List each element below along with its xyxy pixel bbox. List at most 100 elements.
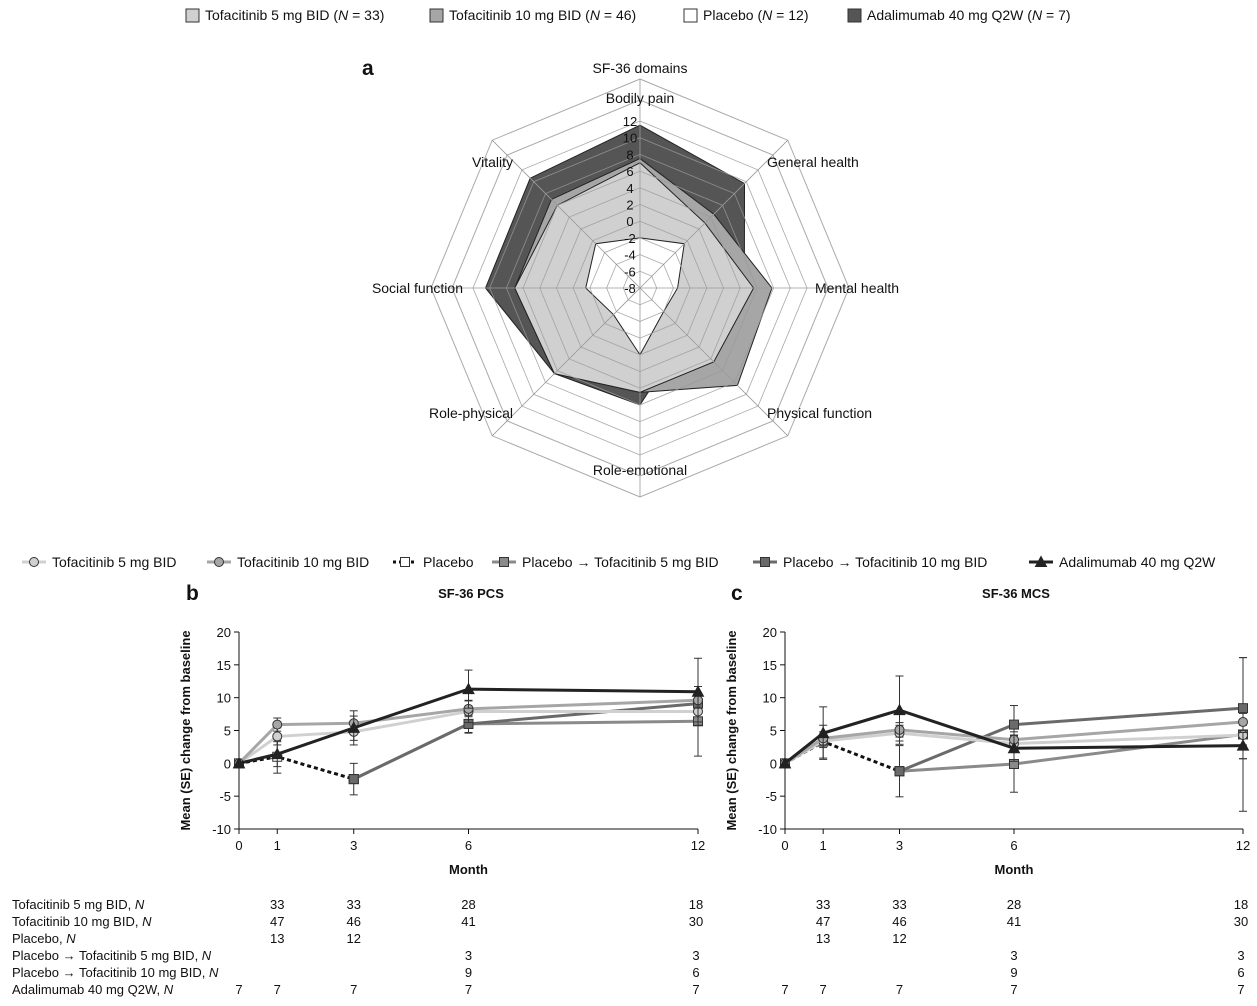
n-table-row-label-text: Tofacitinib 5 mg BID,: [12, 897, 135, 912]
legend-marker-pbo_tofa5: [499, 557, 509, 567]
panel-label-c: c: [731, 582, 743, 605]
legend-n-letter: N: [762, 7, 773, 23]
y-tick-label: 15: [763, 658, 777, 673]
data-point-pbo_tofa10: [894, 766, 905, 777]
n-table-value: 33: [816, 897, 830, 912]
radar-axis-label: General health: [767, 154, 859, 170]
panel-label-b: b: [186, 582, 199, 605]
y-tick-label: 5: [224, 724, 231, 739]
n-table-value: 33: [892, 897, 906, 912]
x-tick-label: 12: [691, 838, 705, 853]
n-table-value: 7: [274, 982, 281, 997]
legend-paren-close: ): [1066, 7, 1071, 23]
x-tick-label: 6: [1010, 838, 1017, 853]
legend-eq: =: [1042, 7, 1058, 23]
n-table-value: 7: [781, 982, 788, 997]
n-table-value: 7: [820, 982, 827, 997]
n-table-value: 33: [347, 897, 361, 912]
legend-paren-open: (: [1023, 7, 1032, 23]
n-table-row-label-text: Adalimumab 40 mg Q2W,: [12, 982, 164, 997]
chart-title-b: SF-36 PCS: [438, 586, 504, 601]
data-point-tofa10: [1238, 716, 1248, 727]
n-table-row-label-text: Placebo → Tofacitinib 10 mg BID,: [12, 965, 209, 980]
legend-swatch-ada: [847, 8, 862, 23]
n-table-value: 7: [692, 982, 699, 997]
data-point-pbo_tofa10: [1238, 703, 1248, 714]
n-table-row-label: Placebo → Tofacitinib 10 mg BID, N: [12, 965, 219, 980]
n-table-row-label-text: Placebo,: [12, 931, 66, 946]
data-point-ada_line: [270, 747, 284, 760]
n-table-row-label-n: N: [209, 965, 219, 980]
n-table-value: 3: [1010, 948, 1017, 963]
y-tick-label: 10: [763, 691, 777, 706]
y-tick-label: 15: [217, 658, 231, 673]
panel-label-a: a: [362, 57, 374, 80]
y-tick-label: 0: [224, 756, 231, 771]
legend-name: Placebo: [703, 7, 754, 23]
data-point-tofa5: [272, 731, 283, 742]
legend-marker-placebo: [400, 557, 410, 567]
n-table-value: 12: [347, 931, 361, 946]
series-line-pbo_tofa5: [353, 719, 699, 781]
x-tick-label: 0: [781, 838, 788, 853]
data-point-pbo_tofa10: [1009, 719, 1019, 730]
radar-spoke: [491, 287, 641, 437]
n-table-value: 30: [689, 914, 703, 929]
legend-marker-tofa5: [29, 557, 39, 567]
data-point-ada_line: [893, 703, 906, 716]
radar-tick-label: -4: [624, 248, 636, 263]
legend-item-tofa5: Tofacitinib 5 mg BID (N = 33): [205, 7, 384, 23]
n-table-row-label: Adalimumab 40 mg Q2W, N: [12, 982, 174, 997]
x-tick-label: 3: [350, 838, 357, 853]
n-table-value: 13: [270, 931, 284, 946]
n-table-row-label-text: Placebo → Tofacitinib 5 mg BID,: [12, 948, 202, 963]
legend-swatch-tofa10: [429, 8, 444, 23]
radar-tick-label: 2: [626, 198, 633, 213]
radar-axis-label: Mental health: [815, 280, 899, 296]
legend-paren-close: ): [632, 7, 637, 23]
series-line-placebo: [784, 740, 901, 773]
n-table-value: 7: [1010, 982, 1017, 997]
legend-n-letter: N: [338, 7, 349, 23]
data-point-ada_line: [462, 682, 475, 695]
data-point-ada_line: [232, 756, 246, 769]
legend-name: Adalimumab 40 mg Q2W: [867, 7, 1024, 23]
y-tick-label: -10: [212, 822, 231, 837]
radar-tick-label: -6: [624, 264, 636, 279]
legend-label-ada_line: Adalimumab 40 mg Q2W: [1059, 554, 1216, 570]
radar-tick-label: 12: [623, 114, 637, 129]
radar-axis-label: Vitality: [472, 154, 513, 170]
n-table-value: 3: [465, 948, 472, 963]
x-tick-label: 1: [820, 838, 827, 853]
x-tick-label: 6: [465, 838, 472, 853]
legend-label-tofa10: Tofacitinib 10 mg BID: [237, 554, 369, 570]
radar-tick-label: -8: [624, 281, 636, 296]
legend-n-letter: N: [590, 7, 601, 23]
radar-axis-label: Physical function: [767, 405, 872, 421]
n-table-value: 7: [896, 982, 903, 997]
y-tick-label: -5: [219, 789, 231, 804]
legend-label-tofa5: Tofacitinib 5 mg BID: [52, 554, 177, 570]
radar-spoke: [639, 139, 789, 289]
legend-marker-tofa10: [214, 557, 224, 567]
n-table-value: 41: [1007, 914, 1021, 929]
legend-paren-open: (: [330, 7, 339, 23]
data-point-ada_line: [1007, 741, 1021, 754]
n-table-value: 7: [235, 982, 242, 997]
n-table-row-label: Tofacitinib 5 mg BID, N: [12, 897, 145, 912]
n-table-row-label-n: N: [202, 948, 212, 963]
y-tick-label: -5: [765, 789, 777, 804]
legend-marker-ada_line: [1034, 555, 1048, 567]
y-tick-label: 20: [217, 625, 231, 640]
n-table-value: 3: [692, 948, 699, 963]
series-line-pbo_tofa10: [353, 702, 699, 781]
radar-axis-label: Bodily pain: [606, 90, 675, 106]
n-table-value: 9: [1010, 965, 1017, 980]
n-table-row-label-n: N: [164, 982, 174, 997]
x-tick-label: 0: [235, 838, 242, 853]
n-table-value: 33: [270, 897, 284, 912]
y-tick-label: 5: [770, 724, 777, 739]
n-table-row-label-n: N: [135, 897, 145, 912]
